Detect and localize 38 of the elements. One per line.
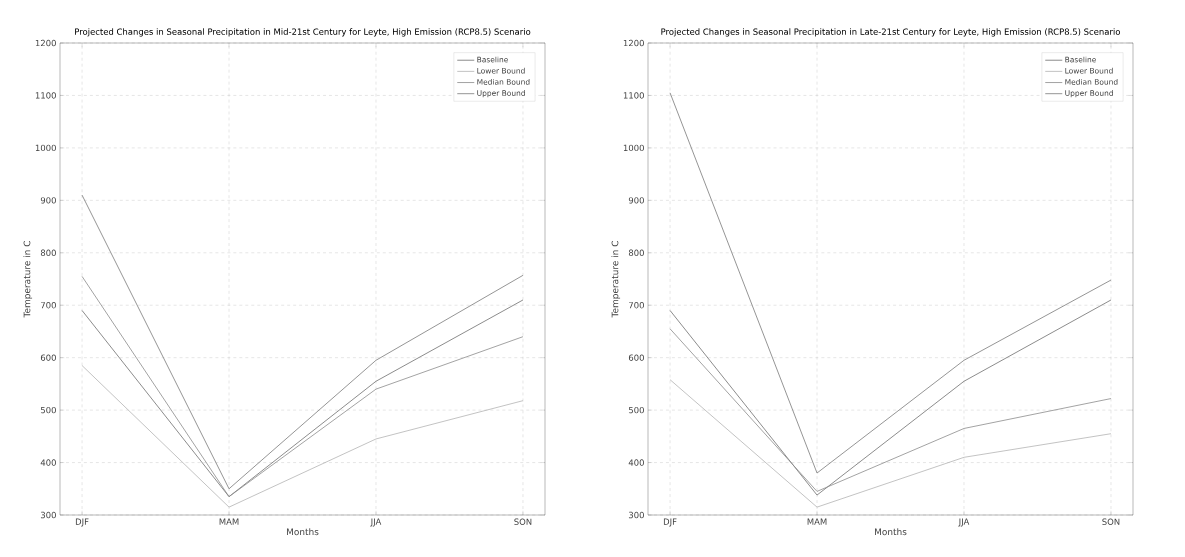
line-series xyxy=(669,328,1112,492)
x-tick-label: SON xyxy=(514,518,532,525)
y-tick-label: 1000 xyxy=(35,144,56,152)
y-tick-label: 500 xyxy=(628,406,644,414)
line-series xyxy=(669,299,1112,496)
line-series xyxy=(669,92,1112,474)
chart-title: Projected Changes in Seasonal Precipitation in Late-21st Century for Leyte, High Emission (RCP8.5) Scenario xyxy=(661,28,1120,37)
chart-title: Projected Changes in Seasonal Precipitation in Mid-21st Century for Leyte, High Emission (RCP8.5) Scenario xyxy=(75,28,531,37)
y-tick-label: 1200 xyxy=(35,39,56,47)
y-tick-label: 600 xyxy=(40,354,56,361)
x-tick-label: MAM xyxy=(219,518,239,525)
x-tick-label: DJF xyxy=(663,518,677,527)
y-tick-label: 900 xyxy=(628,197,644,204)
y-tick-label: 600 xyxy=(628,354,644,361)
line-series xyxy=(81,194,524,490)
y-tick-label: 500 xyxy=(40,406,56,414)
y-tick-label: 1000 xyxy=(623,144,644,152)
y-tick-label: 1100 xyxy=(35,92,56,99)
x-tick-label: JJA xyxy=(958,518,970,527)
y-tick-label: 700 xyxy=(629,302,644,309)
y-tick-label: 400 xyxy=(628,459,644,466)
x-tick-label: DJF xyxy=(75,518,89,527)
x-axis-title: Months xyxy=(875,528,907,536)
y-axis-title: Temperature in C xyxy=(23,241,33,318)
y-tick-label: 1200 xyxy=(623,39,644,47)
y-tick-label: 900 xyxy=(40,197,56,204)
x-tick-label: MAM xyxy=(807,518,827,525)
x-tick-label: JJA xyxy=(370,518,382,527)
y-tick-label: 400 xyxy=(40,459,56,466)
y-tick-label: 300 xyxy=(628,511,644,519)
y-tick-label: 1100 xyxy=(623,92,644,99)
x-axis-title: Months xyxy=(286,528,319,536)
y-tick-label: 800 xyxy=(628,249,644,256)
y-tick-label: 300 xyxy=(40,511,56,519)
y-axis-title: Temperature in C xyxy=(611,241,621,318)
y-tick-label: 700 xyxy=(41,302,56,309)
x-tick-label: SON xyxy=(1102,518,1120,525)
y-tick-label: 800 xyxy=(40,249,56,256)
